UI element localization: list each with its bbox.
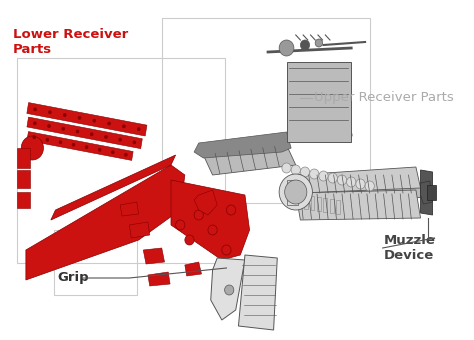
Circle shape [291, 165, 301, 175]
Circle shape [285, 180, 307, 204]
Circle shape [137, 128, 140, 131]
Polygon shape [203, 145, 296, 175]
Circle shape [175, 220, 185, 230]
Polygon shape [27, 117, 142, 149]
Polygon shape [120, 202, 138, 216]
Circle shape [328, 173, 337, 183]
Circle shape [21, 136, 44, 160]
Polygon shape [310, 196, 314, 210]
Circle shape [33, 136, 36, 139]
Bar [286, 62, 351, 142]
Circle shape [356, 179, 365, 189]
Circle shape [85, 146, 88, 149]
Circle shape [225, 285, 234, 295]
Polygon shape [143, 248, 164, 264]
Polygon shape [26, 165, 185, 280]
Polygon shape [148, 272, 170, 286]
Text: Grip: Grip [57, 272, 89, 285]
Circle shape [319, 171, 328, 181]
Circle shape [62, 127, 64, 130]
Circle shape [282, 163, 291, 173]
Bar [17, 58, 225, 263]
Circle shape [93, 119, 96, 122]
Circle shape [279, 40, 294, 56]
Circle shape [76, 130, 79, 133]
Polygon shape [238, 255, 277, 330]
Circle shape [111, 151, 114, 154]
Polygon shape [27, 103, 147, 136]
Polygon shape [27, 132, 133, 160]
Circle shape [227, 205, 236, 215]
Circle shape [301, 40, 310, 50]
Circle shape [301, 167, 310, 177]
Polygon shape [330, 199, 334, 213]
Polygon shape [304, 195, 308, 209]
Bar [17, 192, 29, 208]
Polygon shape [317, 197, 321, 211]
Circle shape [34, 122, 36, 125]
Text: Upper Receiver Parts: Upper Receiver Parts [314, 91, 454, 104]
Circle shape [310, 169, 319, 179]
Polygon shape [420, 181, 433, 204]
Bar [427, 185, 436, 200]
Polygon shape [51, 155, 175, 220]
Bar [286, 180, 298, 205]
Circle shape [64, 114, 66, 117]
Circle shape [78, 116, 81, 119]
Polygon shape [420, 170, 433, 215]
Circle shape [98, 148, 101, 151]
Polygon shape [211, 258, 245, 320]
Circle shape [48, 124, 50, 128]
Polygon shape [337, 200, 340, 214]
Circle shape [337, 175, 346, 185]
Circle shape [46, 138, 49, 141]
Bar [17, 148, 29, 168]
Text: Lower Receiver
Parts: Lower Receiver Parts [13, 28, 128, 56]
Circle shape [48, 111, 51, 114]
Polygon shape [171, 180, 249, 260]
Polygon shape [296, 167, 420, 193]
Circle shape [346, 177, 356, 187]
Circle shape [108, 122, 110, 125]
Polygon shape [194, 132, 291, 158]
Bar [286, 187, 430, 197]
Bar [162, 18, 370, 203]
Polygon shape [129, 222, 150, 238]
Circle shape [91, 133, 93, 136]
Circle shape [34, 108, 36, 111]
Circle shape [122, 125, 125, 128]
Polygon shape [291, 193, 295, 207]
Circle shape [222, 245, 231, 255]
Polygon shape [185, 262, 201, 276]
Circle shape [72, 143, 75, 146]
Circle shape [59, 141, 62, 144]
Circle shape [279, 174, 312, 210]
Circle shape [315, 39, 323, 47]
Circle shape [194, 210, 203, 220]
Bar [17, 170, 29, 188]
Circle shape [208, 225, 217, 235]
Circle shape [133, 141, 136, 144]
Circle shape [365, 181, 374, 191]
Text: Muzzle
Device: Muzzle Device [383, 234, 436, 262]
Circle shape [185, 235, 194, 245]
Circle shape [125, 153, 127, 156]
Circle shape [105, 135, 107, 138]
Polygon shape [296, 190, 420, 220]
Polygon shape [194, 190, 217, 215]
Polygon shape [323, 198, 327, 212]
Circle shape [119, 138, 121, 141]
Polygon shape [298, 194, 301, 208]
Bar [54, 230, 137, 295]
